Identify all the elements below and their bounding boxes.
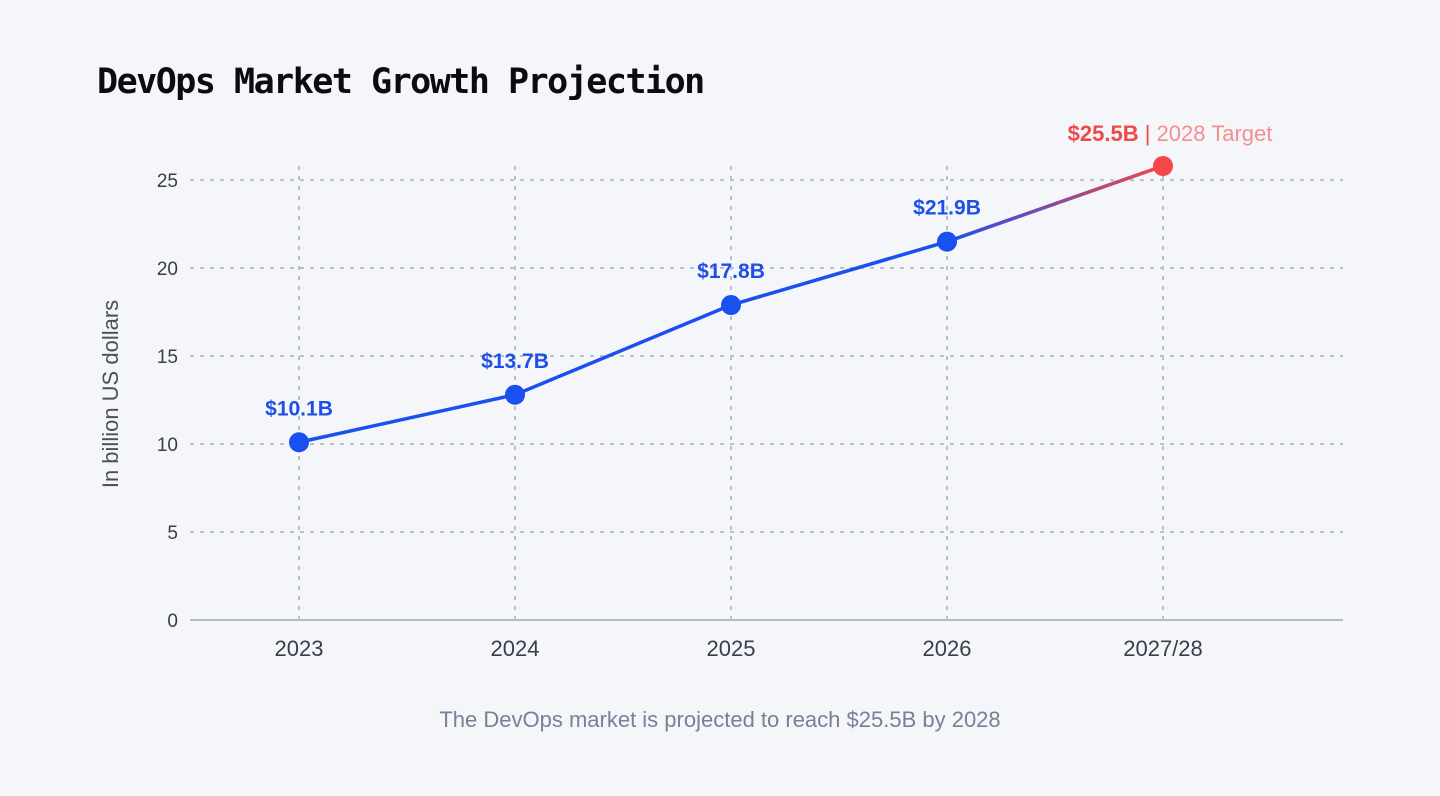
y-tick-label: 0 (167, 611, 178, 632)
data-labels: $10.1B $13.7B $17.8B $21.9B $25.5B | 2028 Ta… (265, 121, 1272, 420)
data-label: $10.1B (265, 397, 333, 420)
series (289, 156, 1173, 453)
data-point (289, 432, 309, 453)
grid (190, 166, 1343, 620)
target-annotation-text: 2028 Target (1157, 121, 1273, 146)
x-tick-label: 2026 (923, 636, 972, 661)
target-annotation-separator: | (1139, 121, 1157, 146)
x-tick-label: 2025 (707, 636, 756, 661)
target-point (1153, 156, 1173, 176)
chart-title: DevOps Market Growth Projection (97, 62, 705, 102)
y-tick-label: 10 (157, 435, 178, 456)
x-tick-label: 2027/28 (1123, 636, 1203, 661)
series-line-target-segment (945, 164, 1165, 244)
chart-caption: The DevOps market is projected to reach … (439, 707, 1001, 732)
y-tick-label: 20 (157, 259, 178, 280)
y-axis-title: In billion US dollars (98, 300, 123, 488)
target-annotation: $25.5B | 2028 Target (1068, 121, 1273, 146)
series-line (297, 239, 949, 445)
x-tick-label: 2024 (491, 636, 540, 661)
data-point (937, 231, 957, 252)
y-tick-label: 15 (157, 347, 178, 368)
y-tick-label: 25 (157, 171, 178, 192)
data-label: $17.8B (697, 260, 765, 283)
x-tick-label: 2023 (275, 636, 324, 661)
data-point (721, 295, 741, 316)
data-label: $13.7B (481, 350, 549, 373)
data-label: $21.9B (913, 197, 981, 220)
data-point (505, 384, 525, 405)
y-tick-label: 5 (167, 523, 178, 544)
target-annotation-value: $25.5B (1068, 121, 1139, 146)
